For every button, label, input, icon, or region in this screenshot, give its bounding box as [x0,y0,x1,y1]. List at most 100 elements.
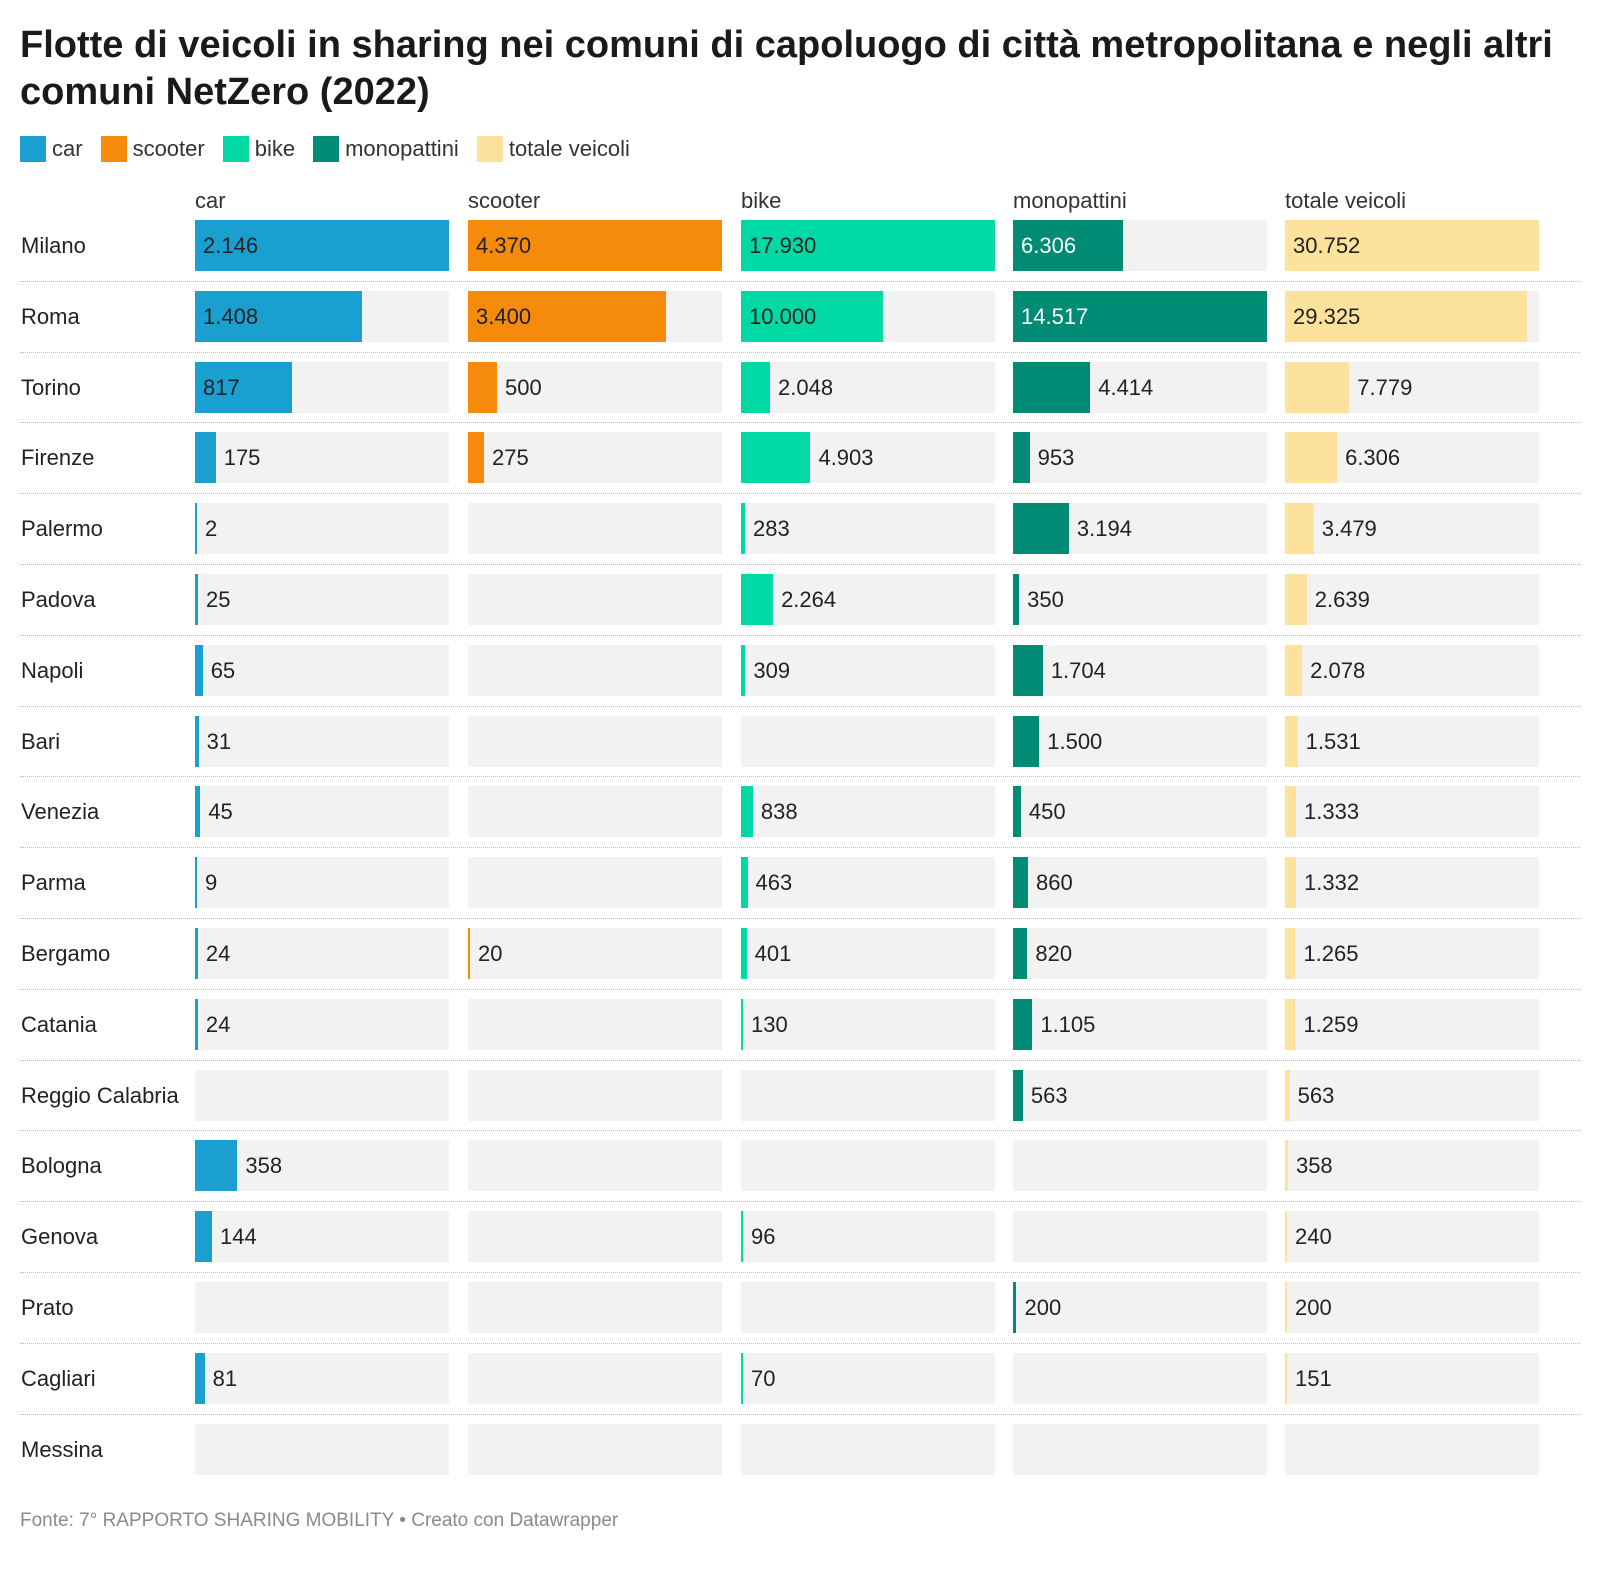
bar-totale [1285,928,1296,979]
bar-bike [741,999,743,1050]
legend-label-totale: totale veicoli [508,136,630,161]
value-label-totale: 240 [1295,1224,1332,1249]
value-label-totale: 1.259 [1303,1012,1359,1037]
legend-label-bike: bike [254,136,296,161]
bar-totale [1285,220,1539,271]
cell-monopattini: 820 [1013,928,1267,979]
bar-monopattini [1013,786,1021,837]
bar-bike [741,432,811,483]
row-label: Genova [21,1224,99,1249]
bar-car [195,432,216,483]
value-label-totale: 2.639 [1314,587,1370,612]
cell-bike: 96 [741,1211,995,1262]
bar-monopattini [1013,220,1124,271]
cell-totale: 151 [1285,1353,1539,1404]
row-label: Roma [21,304,80,329]
row-separator [20,1130,1580,1131]
value-label-totale: 200 [1295,1295,1332,1320]
bar-scooter [468,432,484,483]
bar-monopattini [1013,1070,1023,1121]
bar-car [195,362,292,413]
value-label-car: 65 [210,658,236,683]
value-label-totale: 30.752 [1293,233,1361,258]
value-label-totale: 3.479 [1321,516,1377,541]
cell-totale: 1.332 [1285,857,1539,908]
legend-label-scooter: scooter [132,136,205,161]
bar-bike [741,645,746,696]
cell-car: 175 [195,432,449,483]
cell-car: 24 [195,928,449,979]
cell-car [195,1424,449,1475]
cell-bike [741,1424,995,1475]
cell-totale: 7.779 [1285,362,1539,413]
value-label-car: 175 [223,445,261,470]
value-label-bike: 2.264 [781,587,837,612]
row-separator [20,776,1580,777]
cell-scooter [468,1211,722,1262]
value-label-totale: 563 [1297,1083,1335,1108]
cell-scooter [468,1070,722,1121]
bar-totale [1285,291,1528,342]
bar-totale [1285,1070,1290,1121]
cell-scooter [468,574,722,625]
cell-car: 817 [195,362,449,413]
cell-bike [741,1282,995,1333]
legend-swatch-monopattini [313,136,340,162]
cell-scooter [468,1424,722,1475]
value-label-monopattini: 953 [1037,445,1075,470]
value-label-monopattini: 3.194 [1076,516,1132,541]
row-label: Bologna [21,1153,102,1178]
bar-monopattini [1013,645,1043,696]
cell-totale: 6.306 [1285,432,1539,483]
cell-car: 2 [195,503,449,554]
row-separator [20,1201,1580,1202]
cell-car: 25 [195,574,449,625]
cell-totale [1285,1424,1539,1475]
cell-bike: 70 [741,1353,995,1404]
row-separator [20,564,1580,565]
row-separator [20,1343,1580,1344]
value-label-car: 2 [205,516,218,541]
cell-car: 9 [195,857,449,908]
cell-bike [741,1070,995,1121]
legend-item-monopattini: monopattini [313,136,459,162]
cell-car: 24 [195,999,449,1050]
row-label: Prato [21,1295,74,1320]
cell-bike: 10.000 [741,291,995,342]
value-label-bike: 10.000 [749,304,817,329]
value-label-car: 1.408 [203,304,259,329]
footer-source: Fonte: 7° RAPPORTO SHARING MOBILITY [20,1510,394,1531]
cell-monopattini: 953 [1013,432,1267,483]
value-label-car: 31 [206,729,232,754]
cell-monopattini: 1.500 [1013,716,1267,767]
value-label-car: 817 [203,375,240,400]
bar-monopattini [1013,574,1020,625]
row-label: Reggio Calabria [21,1083,179,1108]
footer-credit: Creato con Datawrapper [411,1510,619,1531]
legend-item-totale: totale veicoli [476,136,630,162]
value-label-car: 358 [245,1153,283,1178]
value-label-car: 81 [212,1366,238,1391]
cell-monopattini: 6.306 [1013,220,1267,271]
legend-swatch-car [20,136,46,162]
value-label-monopattini: 6.306 [1021,233,1077,258]
cell-totale: 2.639 [1285,574,1539,625]
bar-bike [741,786,753,837]
bar-bike [741,220,995,271]
cell-totale: 240 [1285,1211,1539,1262]
cell-scooter: 500 [468,362,722,413]
cell-car: 1.408 [195,291,449,342]
legend-label-car: car [52,136,83,161]
cell-bike: 2.048 [741,362,995,413]
row-label: Bari [21,729,61,754]
cell-monopattini [1013,1211,1267,1262]
cell-bike: 17.930 [741,220,995,271]
value-label-scooter: 4.370 [476,233,532,258]
bar-scooter [468,928,470,979]
cell-scooter [468,503,722,554]
cell-bike: 130 [741,999,995,1050]
value-label-bike: 17.930 [749,233,817,258]
row-label: Firenze [21,445,95,470]
bar-totale [1285,1282,1287,1333]
cell-car: 65 [195,645,449,696]
